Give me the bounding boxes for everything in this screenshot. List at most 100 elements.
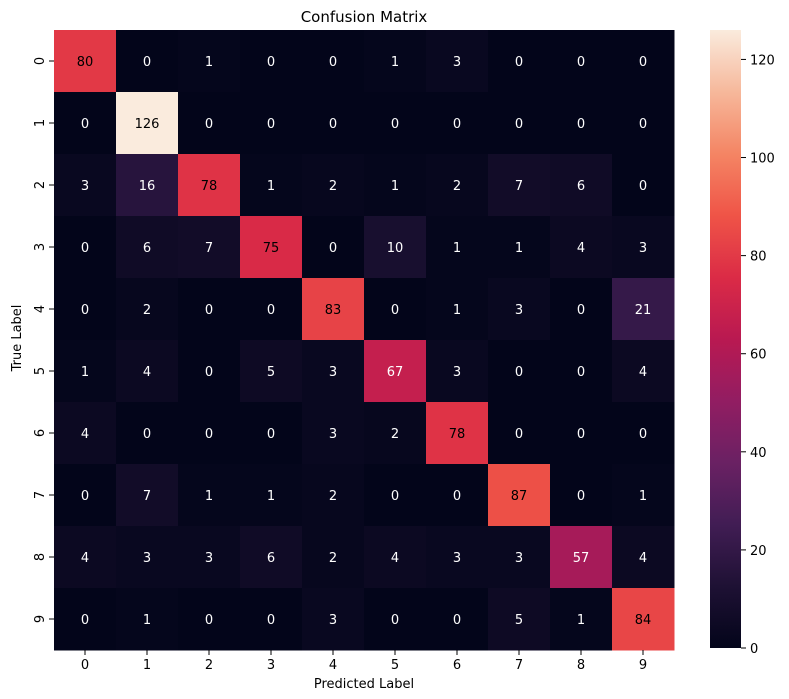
cell-value-label: 1 [143, 613, 151, 628]
y-tick-label: 5 [33, 367, 48, 375]
cell-value-label: 3 [81, 179, 89, 194]
cell-value-label: 3 [329, 365, 337, 380]
cell-value-label: 0 [453, 613, 461, 628]
cell-value-label: 2 [453, 179, 461, 194]
cell-value-label: 0 [81, 613, 89, 628]
cell-value-label: 4 [81, 427, 89, 442]
cell-value-label: 0 [391, 303, 399, 318]
cell-value-label: 2 [329, 551, 337, 566]
cell-value-label: 1 [267, 179, 275, 194]
x-tick-label: 0 [81, 658, 89, 673]
cell-value-label: 2 [391, 427, 399, 442]
x-tick-label: 7 [515, 658, 523, 673]
cell-value-label: 6 [577, 179, 585, 194]
cell-value-label: 78 [201, 179, 218, 194]
cell-value-label: 7 [515, 179, 523, 194]
cell-value-label: 126 [135, 117, 160, 132]
cell-value-label: 1 [81, 365, 89, 380]
cell-value-label: 0 [515, 365, 523, 380]
x-tick-label: 9 [639, 658, 647, 673]
x-tick-label: 4 [329, 658, 337, 673]
y-tick-label: 0 [33, 57, 48, 65]
cell-value-label: 0 [329, 117, 337, 132]
y-tick-label: 9 [33, 615, 48, 623]
cell-value-label: 80 [77, 55, 94, 70]
cell-value-label: 3 [329, 613, 337, 628]
cell-value-label: 0 [81, 489, 89, 504]
cell-value-label: 0 [267, 427, 275, 442]
cell-value-label: 1 [453, 241, 461, 256]
cell-value-label: 3 [515, 551, 523, 566]
cell-value-label: 57 [573, 551, 590, 566]
cell-value-label: 1 [205, 489, 213, 504]
colorbar-ticks: 0 20 40 60 80 100 120 [741, 53, 775, 657]
cell-value-label: 1 [639, 489, 647, 504]
cell-value-label: 1 [391, 179, 399, 194]
cell-value-label: 84 [635, 613, 652, 628]
cell-value-label: 0 [391, 613, 399, 628]
x-tick-label: 2 [205, 658, 213, 673]
cell-value-label: 0 [515, 427, 523, 442]
cell-value-label: 0 [577, 365, 585, 380]
cell-value-label: 3 [453, 551, 461, 566]
cell-value-label: 1 [515, 241, 523, 256]
cell-value-label: 0 [267, 303, 275, 318]
cell-value-label: 75 [263, 241, 280, 256]
cell-value-label: 7 [205, 241, 213, 256]
cell-value-label: 2 [329, 489, 337, 504]
cell-value-label: 83 [325, 303, 342, 318]
cell-value-label: 1 [267, 489, 275, 504]
cell-value-label: 2 [329, 179, 337, 194]
cell-value-label: 0 [81, 117, 89, 132]
cell-value-label: 0 [453, 489, 461, 504]
cell-value-label: 6 [267, 551, 275, 566]
cell-value-label: 4 [143, 365, 151, 380]
cell-value-label: 4 [639, 551, 647, 566]
cell-value-label: 0 [577, 489, 585, 504]
y-tick-label: 6 [33, 429, 48, 437]
cell-value-label: 0 [205, 117, 213, 132]
cell-value-label: 0 [205, 427, 213, 442]
cell-value-label: 4 [577, 241, 585, 256]
cell-value-label: 0 [639, 427, 647, 442]
colorbar-tick-label: 80 [750, 250, 767, 265]
confusion-matrix-chart: Confusion Matrix 80 0 1 0 0 1 3 0 0 00 126 0 0 0 0 0 0 0 0… [0, 0, 789, 699]
cell-value-label: 6 [143, 241, 151, 256]
cell-value-label: 0 [329, 241, 337, 256]
colorbar-tick-label: 20 [750, 544, 767, 559]
cell-value-label: 21 [635, 303, 652, 318]
cell-value-label: 0 [577, 55, 585, 70]
cell-value-label: 0 [639, 179, 647, 194]
cell-value-label: 0 [205, 303, 213, 318]
cell-value-label: 5 [267, 365, 275, 380]
cell-value-label: 0 [267, 117, 275, 132]
cell-value-label: 1 [205, 55, 213, 70]
cell-value-label: 1 [391, 55, 399, 70]
cell-value-label: 3 [453, 365, 461, 380]
cell-value-label: 4 [81, 551, 89, 566]
colorbar-tick-label: 40 [750, 446, 767, 461]
cell-value-label: 0 [639, 117, 647, 132]
cell-value-label: 3 [515, 303, 523, 318]
cell-value-label: 2 [143, 303, 151, 318]
cell-value-label: 3 [453, 55, 461, 70]
cell-value-label: 0 [205, 365, 213, 380]
x-tick-label: 3 [267, 658, 275, 673]
cell-value-label: 0 [267, 55, 275, 70]
x-tick-label: 1 [143, 658, 151, 673]
x-axis: 0 1 2 3 4 5 6 7 8 9 [81, 650, 647, 673]
y-tick-label: 4 [33, 305, 48, 313]
cell-value-label: 0 [81, 303, 89, 318]
cell-value-label: 0 [515, 55, 523, 70]
cell-value-label: 4 [639, 365, 647, 380]
cell-value-label: 3 [205, 551, 213, 566]
y-tick-label: 8 [33, 553, 48, 561]
colorbar-tick-label: 100 [750, 152, 775, 167]
x-axis-label: Predicted Label [314, 677, 414, 692]
cell-value-label: 0 [267, 613, 275, 628]
y-tick-label: 7 [33, 491, 48, 499]
cell-value-label: 3 [639, 241, 647, 256]
colorbar-tick-label: 0 [750, 642, 758, 657]
colorbar [710, 30, 741, 648]
cell-value-label: 4 [391, 551, 399, 566]
